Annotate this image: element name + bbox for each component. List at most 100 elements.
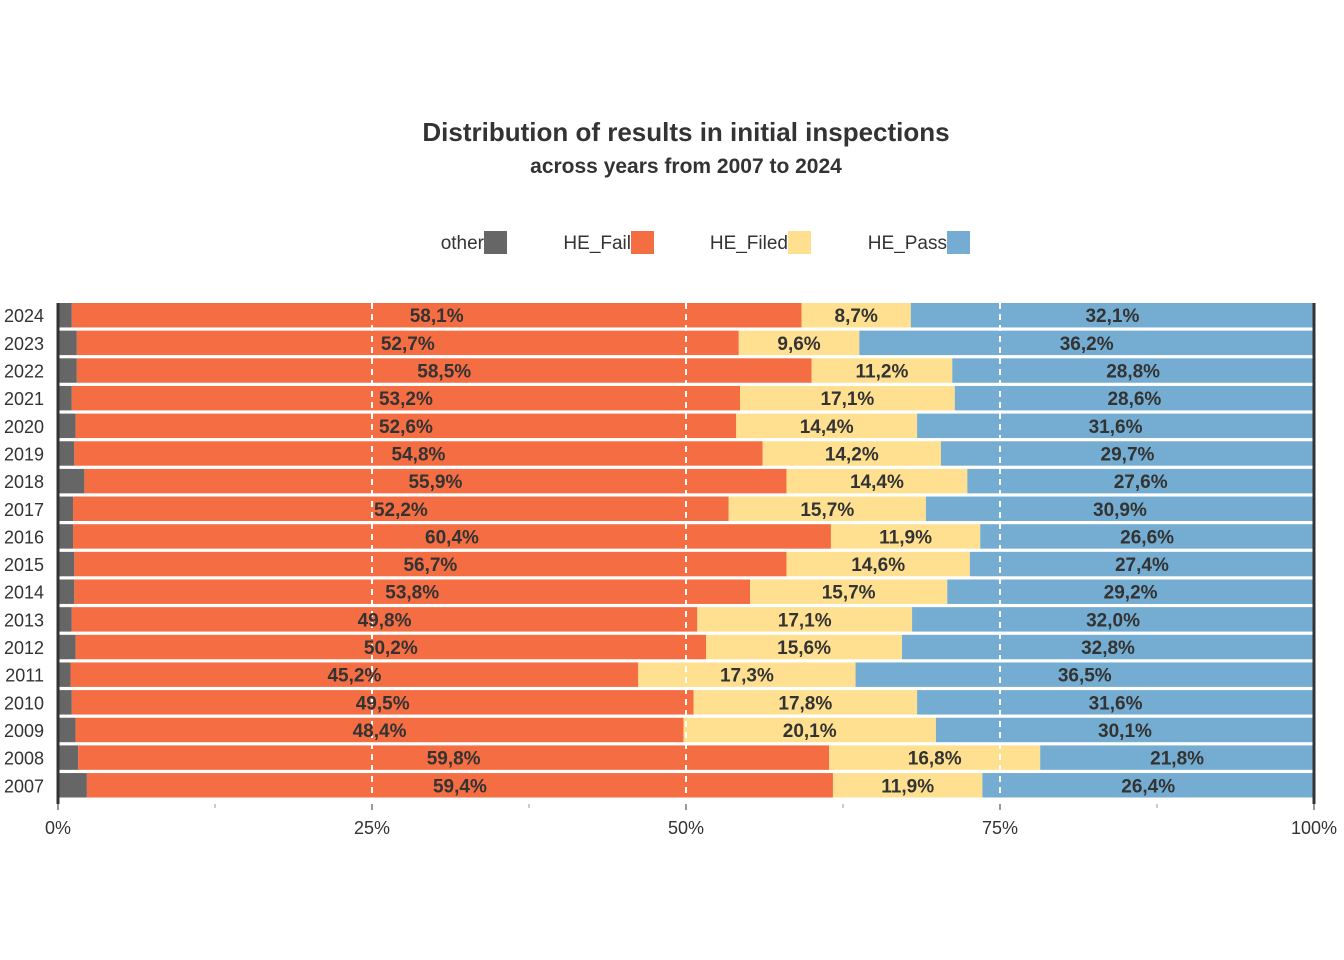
data-label-he-filed-2023: 9,6% [777, 334, 820, 355]
data-label-he-fail-2013: 49,8% [358, 610, 412, 631]
data-label-he-filed-2011: 17,3% [720, 666, 774, 687]
data-label-he-filed-2016: 11,9% [879, 527, 932, 548]
bar-other-2020 [58, 413, 76, 439]
y-tick-label-2020: 2020 [4, 417, 44, 437]
data-label-he-filed-2009: 20,1% [783, 721, 837, 742]
bar-he-pass-2020 [917, 413, 1314, 439]
bar-he-pass-2017 [925, 496, 1314, 521]
y-tick-label-2018: 2018 [4, 472, 44, 492]
data-label-he-pass-2015: 27,4% [1115, 555, 1169, 576]
legend-label-he-filed: HE_Filed [709, 233, 788, 254]
data-label-he-pass-2012: 32,8% [1081, 638, 1135, 659]
bar-other-2011 [58, 662, 71, 687]
bar-he-pass-2008 [1040, 745, 1314, 770]
bar-he-fail-2022 [76, 358, 812, 383]
data-label-he-filed-2012: 15,6% [777, 638, 831, 659]
y-tick-label-2022: 2022 [4, 362, 44, 382]
bar-he-pass-2013 [912, 607, 1314, 632]
y-tick-label-2007: 2007 [4, 776, 44, 796]
data-label-he-fail-2019: 54,8% [392, 444, 446, 465]
bar-he-filed-2007 [832, 773, 983, 798]
y-tick-label-2016: 2016 [4, 527, 44, 547]
bar-he-fail-2009 [75, 717, 684, 743]
bar-he-pass-2011 [855, 662, 1314, 687]
chart-subtitle: across years from 2007 to 2024 [530, 155, 842, 178]
bar-he-fail-2013 [71, 607, 698, 632]
y-tick-label-2014: 2014 [4, 583, 44, 603]
data-label-he-pass-2013: 32,0% [1086, 610, 1140, 631]
data-label-he-fail-2018: 55,9% [408, 472, 462, 493]
x-tick-label-50: 50% [668, 818, 704, 838]
bar-other-2013 [58, 607, 72, 632]
legend-label-he-pass: HE_Pass [867, 233, 947, 254]
data-label-he-fail-2023: 52,7% [381, 334, 435, 355]
bar-he-filed-2016 [830, 524, 981, 549]
bar-other-2022 [58, 358, 77, 383]
data-label-he-pass-2021: 28,6% [1107, 389, 1161, 410]
data-label-he-fail-2022: 58,5% [417, 362, 471, 383]
data-label-he-pass-2022: 28,8% [1106, 362, 1160, 383]
bar-he-pass-2022 [952, 358, 1314, 383]
bar-he-pass-2019 [940, 441, 1314, 466]
bar-he-filed-2017 [728, 496, 926, 521]
legend-swatch-he-filed [788, 231, 811, 254]
y-tick-label-2008: 2008 [4, 749, 44, 769]
bar-other-2008 [58, 745, 79, 770]
bar-he-filed-2009 [683, 717, 936, 743]
data-label-he-filed-2008: 16,8% [908, 749, 962, 770]
data-label-he-pass-2020: 31,6% [1089, 417, 1143, 438]
data-label-he-fail-2007: 59,4% [433, 776, 487, 797]
bar-other-2012 [58, 634, 76, 660]
legend-label-other: other [440, 233, 484, 254]
data-label-he-pass-2009: 30,1% [1098, 721, 1152, 742]
bar-he-filed-2020 [736, 413, 918, 439]
y-tick-label-2021: 2021 [4, 389, 44, 409]
y-tick-label-2010: 2010 [4, 693, 44, 713]
data-label-he-filed-2007: 11,9% [881, 776, 934, 797]
bar-he-fail-2024 [71, 303, 802, 328]
bar-he-filed-2022 [811, 358, 953, 383]
bar-other-2009 [58, 717, 76, 743]
bar-he-pass-2023 [859, 330, 1314, 356]
bar-other-2007 [58, 773, 87, 798]
bar-he-filed-2019 [762, 441, 941, 466]
bar-he-filed-2008 [829, 745, 1041, 770]
x-tick-label-75: 75% [982, 818, 1018, 838]
data-label-he-fail-2008: 59,8% [427, 749, 481, 770]
bar-he-filed-2021 [740, 385, 955, 411]
bar-he-pass-2016 [980, 524, 1314, 549]
y-tick-label-2011: 2011 [5, 666, 44, 686]
bar-he-filed-2012 [706, 634, 903, 660]
bar-he-fail-2008 [78, 745, 830, 770]
bar-he-fail-2014 [74, 579, 751, 604]
bar-other-2016 [58, 524, 74, 549]
bar-he-filed-2010 [693, 690, 918, 715]
data-label-he-filed-2024: 8,7% [835, 306, 878, 327]
y-tick-label-2009: 2009 [4, 721, 44, 741]
data-label-he-fail-2014: 53,8% [385, 583, 439, 604]
data-label-he-pass-2008: 21,8% [1150, 749, 1204, 770]
data-label-he-fail-2021: 53,2% [379, 389, 433, 410]
bar-he-filed-2018 [786, 468, 968, 494]
bar-he-fail-2010 [71, 690, 694, 715]
bar-he-fail-2020 [75, 413, 737, 439]
bar-he-fail-2023 [76, 330, 739, 356]
data-label-he-filed-2022: 11,2% [856, 362, 909, 383]
data-label-he-pass-2014: 29,2% [1104, 583, 1158, 604]
data-label-he-pass-2023: 36,2% [1060, 334, 1114, 355]
data-label-he-pass-2018: 27,6% [1114, 472, 1168, 493]
y-tick-label-2012: 2012 [4, 638, 44, 658]
bar-he-fail-2007 [86, 773, 833, 798]
bar-other-2023 [58, 330, 77, 356]
bar-he-fail-2016 [73, 524, 831, 549]
legend-swatch-other [484, 231, 507, 254]
data-label-he-fail-2012: 50,2% [364, 638, 418, 659]
bar-other-2024 [58, 303, 72, 328]
bar-other-2018 [58, 468, 85, 494]
bar-he-filed-2014 [750, 579, 948, 604]
data-label-he-pass-2019: 29,7% [1101, 444, 1155, 465]
bar-he-pass-2010 [917, 690, 1314, 715]
data-label-he-filed-2010: 17,8% [778, 693, 832, 714]
data-label-he-fail-2015: 56,7% [403, 555, 457, 576]
